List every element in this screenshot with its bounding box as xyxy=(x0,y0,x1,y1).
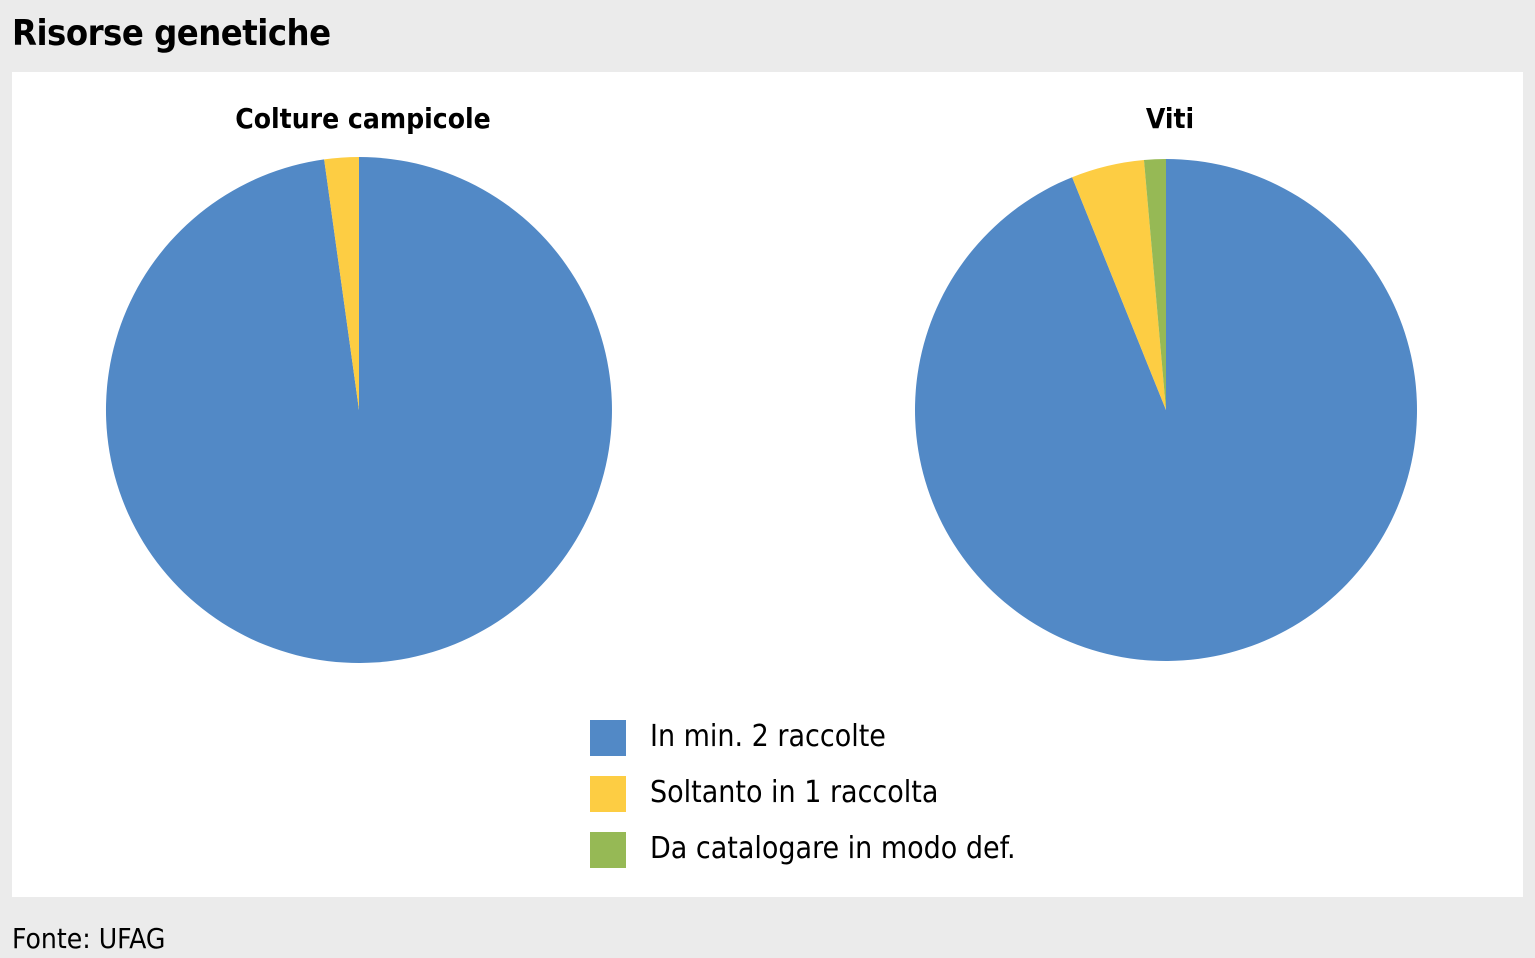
pie-viti: Viti xyxy=(915,102,1418,661)
source-note: Fonte: UFAG xyxy=(12,922,166,955)
page-title: Risorse genetiche xyxy=(12,13,331,54)
legend-swatch xyxy=(590,832,626,868)
pie-slice xyxy=(105,157,612,663)
legend-item: Soltanto in 1 raccolta xyxy=(590,768,1090,824)
pie-slice xyxy=(1072,159,1166,410)
legend: In min. 2 raccolte Soltanto in 1 raccolt… xyxy=(590,712,1090,880)
legend-label: In min. 2 raccolte xyxy=(650,719,886,754)
pie-charts: Colture campicole Viti xyxy=(105,102,1418,663)
legend-swatch xyxy=(590,720,626,756)
pie-slice xyxy=(324,157,359,410)
pie-title: Viti xyxy=(1146,102,1194,135)
legend-label: Da catalogare in modo def. xyxy=(650,831,1016,866)
pie-slice xyxy=(915,159,1418,661)
chart-panel: Colture campicole Viti In min. 2 raccolt… xyxy=(12,72,1523,897)
pie-colture-campicole: Colture campicole xyxy=(105,102,612,663)
legend-item: In min. 2 raccolte xyxy=(590,712,1090,768)
legend-label: Soltanto in 1 raccolta xyxy=(650,775,939,810)
pie-slice xyxy=(1143,159,1166,410)
pie-title: Colture campicole xyxy=(235,102,490,135)
legend-item: Da catalogare in modo def. xyxy=(590,824,1090,880)
legend-swatch xyxy=(590,776,626,812)
